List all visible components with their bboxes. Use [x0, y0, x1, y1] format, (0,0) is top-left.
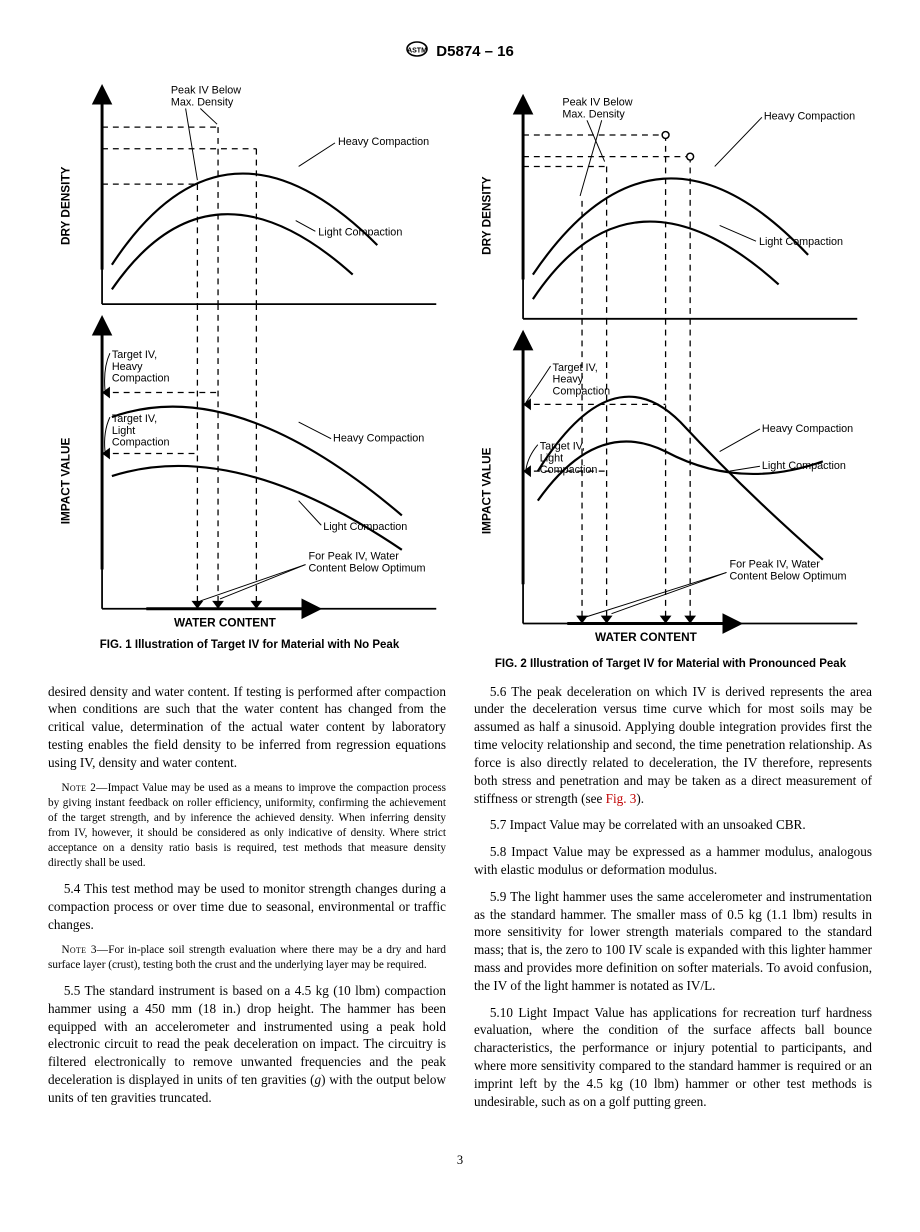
para-5-5: 5.5 The standard instrument is based on …: [48, 982, 446, 1107]
note-2-label: Note 2—: [61, 782, 107, 794]
svg-text:DRY DENSITY: DRY DENSITY: [60, 167, 73, 246]
svg-text:Target IV,: Target IV,: [553, 362, 598, 374]
svg-text:Heavy Compaction: Heavy Compaction: [333, 433, 424, 445]
figure-1-caption: FIG. 1 Illustration of Target IV for Mat…: [48, 638, 451, 654]
para-5-9: 5.9 The light hammer uses the same accel…: [474, 888, 872, 995]
svg-text:Compaction: Compaction: [112, 373, 170, 385]
svg-text:Heavy Compaction: Heavy Compaction: [764, 111, 855, 123]
svg-text:Max. Density: Max. Density: [562, 109, 625, 121]
svg-text:Content Below Optimum: Content Below Optimum: [729, 571, 846, 583]
para-5-8: 5.8 Impact Value may be expressed as a h…: [474, 843, 872, 879]
note-3-text: For in-place soil strength evaluation wh…: [48, 944, 446, 971]
para-5-7: 5.7 Impact Value may be correlated with …: [474, 816, 872, 834]
svg-text:Compaction: Compaction: [553, 386, 611, 398]
svg-text:WATER CONTENT: WATER CONTENT: [595, 631, 698, 644]
svg-text:Light Compaction: Light Compaction: [323, 521, 407, 533]
svg-text:DRY DENSITY: DRY DENSITY: [481, 176, 494, 255]
svg-text:IMPACT VALUE: IMPACT VALUE: [481, 448, 494, 535]
svg-text:Compaction: Compaction: [540, 464, 598, 476]
svg-text:Content Below Optimum: Content Below Optimum: [308, 563, 425, 575]
page-header: ASTM D5874 – 16: [48, 40, 872, 64]
svg-text:Peak IV Below: Peak IV Below: [562, 97, 632, 109]
svg-text:ASTM: ASTM: [407, 48, 427, 55]
para-continuation: desired density and water content. If te…: [48, 683, 446, 772]
svg-text:For Peak IV, Water: For Peak IV, Water: [308, 551, 399, 563]
svg-text:Compaction: Compaction: [112, 437, 170, 449]
para-5-6-a: 5.6 The peak deceleration on which IV is…: [474, 684, 872, 806]
figure-1: DRY DENSITY Peak IV Below Max. Density H…: [48, 78, 451, 653]
svg-text:Light Compaction: Light Compaction: [762, 460, 846, 472]
para-5-6: 5.6 The peak deceleration on which IV is…: [474, 683, 872, 808]
svg-text:Light Compaction: Light Compaction: [318, 227, 402, 239]
astm-logo-icon: ASTM: [406, 40, 428, 64]
svg-text:Light Compaction: Light Compaction: [759, 236, 843, 248]
svg-text:Target IV,: Target IV,: [112, 349, 157, 361]
svg-text:Heavy Compaction: Heavy Compaction: [762, 423, 853, 435]
figure-2: DRY DENSITY Peak IV Below Max. Density H…: [469, 78, 872, 672]
fig-3-link[interactable]: Fig. 3: [606, 791, 637, 806]
para-5-6-b: ).: [636, 791, 644, 806]
svg-text:Target IV,: Target IV,: [112, 413, 157, 425]
svg-text:For Peak IV, Water: For Peak IV, Water: [729, 559, 820, 571]
para-5-4: 5.4 This test method may be used to moni…: [48, 880, 446, 933]
svg-text:Light: Light: [112, 425, 135, 437]
page-number: 3: [48, 1152, 872, 1169]
note-2-text: Impact Value may be used as a means to i…: [48, 782, 446, 870]
note-2: Note 2—Impact Value may be used as a mea…: [48, 781, 446, 872]
svg-text:WATER CONTENT: WATER CONTENT: [174, 617, 277, 629]
svg-text:Light: Light: [540, 453, 563, 465]
figure-2-caption: FIG. 2 Illustration of Target IV for Mat…: [469, 657, 872, 673]
body-columns: desired density and water content. If te…: [48, 683, 872, 1118]
note-3-label: Note 3—: [61, 944, 108, 956]
svg-text:Heavy: Heavy: [553, 374, 584, 386]
svg-text:IMPACT VALUE: IMPACT VALUE: [60, 438, 73, 525]
svg-text:Heavy Compaction: Heavy Compaction: [338, 136, 429, 148]
para-5-10: 5.10 Light Impact Value has applications…: [474, 1004, 872, 1111]
standard-number: D5874 – 16: [436, 43, 514, 60]
svg-text:Peak IV Below: Peak IV Below: [171, 85, 241, 97]
svg-text:Max. Density: Max. Density: [171, 97, 234, 109]
svg-text:Target IV,: Target IV,: [540, 441, 585, 453]
svg-text:Heavy: Heavy: [112, 361, 143, 373]
note-3: Note 3—For in-place soil strength evalua…: [48, 943, 446, 973]
